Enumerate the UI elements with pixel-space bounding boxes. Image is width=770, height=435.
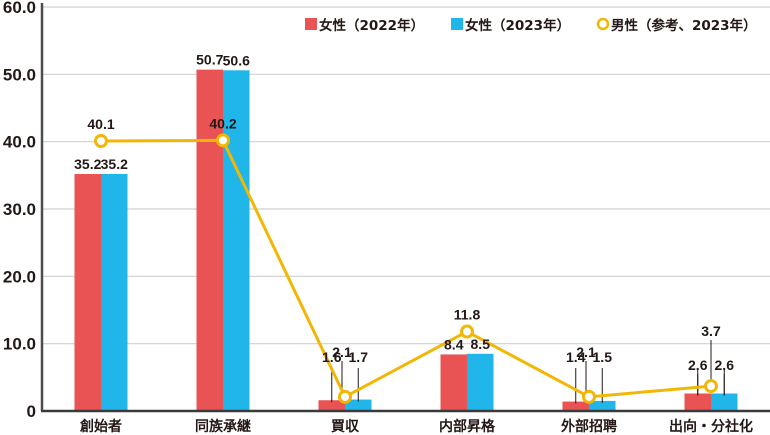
category-label: 買収 — [331, 418, 360, 435]
value-label-female-2022: 35.2 — [74, 156, 101, 172]
legend-label: 男性（参考、2023年） — [611, 17, 757, 34]
male-marker — [338, 389, 352, 404]
value-label-female-2023: 1.7 — [349, 349, 369, 365]
value-label-male: 2.1 — [576, 344, 596, 360]
bar-female-2023 — [467, 353, 494, 411]
value-label-female-2022: 1.6 — [322, 349, 342, 365]
y-tick-label: 10.0 — [3, 335, 36, 354]
legend: 女性（2022年） 女性（2023年） 男性（参考、2023年） — [305, 17, 757, 34]
bar-female-2023 — [345, 399, 372, 411]
bar-female-2023 — [223, 70, 250, 411]
value-label-female-2022: 50.7 — [196, 52, 223, 68]
value-label-female-2022: 2.6 — [688, 357, 708, 373]
male-marker — [94, 133, 108, 148]
male-marker — [460, 324, 474, 339]
value-label-male: 40.2 — [209, 115, 236, 131]
value-label-female-2022: 1.4 — [566, 349, 586, 365]
bar-female-2022 — [74, 173, 101, 411]
leader-lines — [331, 340, 725, 404]
category-label: 出向・分社化 — [669, 418, 753, 435]
bar-female-2022 — [440, 354, 467, 411]
male-marker — [582, 389, 596, 404]
y-tick-label: 50.0 — [3, 65, 36, 84]
legend-swatch-square — [451, 18, 463, 30]
value-label-female-2023: 1.5 — [593, 349, 613, 365]
y-tick-label: 30.0 — [3, 200, 36, 219]
category-label: 同族承継 — [195, 418, 251, 435]
value-label-female-2023: 2.6 — [715, 357, 735, 373]
value-labels: 40.135.2 35.240.250.7 50.62.11.6 1.711.88.4… — [74, 52, 734, 373]
value-label-female-2022: 8.4 — [444, 336, 464, 352]
legend-swatch-square — [305, 18, 317, 30]
bar-female-2022 — [318, 400, 345, 411]
category-label: 内部昇格 — [439, 418, 496, 435]
value-label-female-2023: 35.2 — [101, 156, 128, 172]
x-axis: 創始者 同族承継 買収 内部昇格 外部招聘 出向・分社化 — [41, 409, 770, 435]
gridlines — [42, 6, 770, 345]
category-label: 創始者 — [79, 418, 122, 435]
y-axis: 0 10.0 20.0 30.0 40.0 50.0 60.0 — [3, 0, 44, 421]
y-tick-label: 0 — [27, 402, 36, 421]
bar-female-2023 — [589, 400, 616, 411]
y-tick-label: 20.0 — [3, 267, 36, 286]
value-label-male: 2.1 — [332, 344, 352, 360]
male-marker — [704, 379, 718, 394]
y-tick-label: 60.0 — [3, 0, 36, 17]
value-label-male: 11.8 — [454, 307, 481, 323]
value-label-male: 40.1 — [87, 116, 114, 132]
bars — [74, 69, 738, 412]
bar-female-2022 — [196, 69, 223, 412]
bar-female-2022 — [562, 401, 589, 411]
value-label-female-2023: 8.5 — [471, 336, 491, 352]
category-label: 外部招聘 — [561, 418, 617, 435]
value-label-female-2023: 50.6 — [223, 52, 250, 68]
bar-female-2022 — [684, 393, 711, 411]
bar-female-2023 — [101, 173, 128, 411]
legend-swatch-circle — [596, 17, 610, 31]
bar-female-2023 — [711, 393, 738, 411]
legend-label: 女性（2023年） — [465, 17, 570, 34]
male-line — [100, 138, 712, 399]
male-line-series — [94, 133, 718, 404]
value-label-male: 3.7 — [701, 323, 721, 339]
legend-label: 女性（2022年） — [319, 17, 424, 34]
y-tick-label: 40.0 — [3, 133, 36, 152]
male-marker — [216, 133, 230, 148]
